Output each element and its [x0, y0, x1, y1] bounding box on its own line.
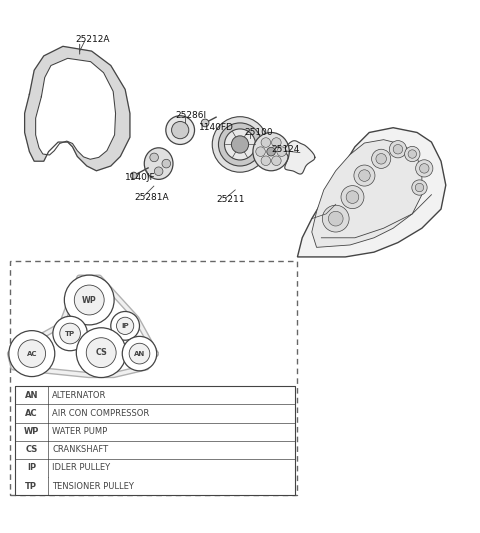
Circle shape [64, 275, 114, 325]
Circle shape [111, 311, 140, 340]
Circle shape [131, 172, 137, 179]
Text: AIR CON COMPRESSOR: AIR CON COMPRESSOR [52, 409, 150, 418]
Circle shape [166, 116, 194, 144]
Circle shape [201, 119, 209, 127]
Circle shape [415, 183, 424, 192]
Text: CRANKSHAFT: CRANKSHAFT [52, 445, 108, 454]
Circle shape [420, 164, 429, 173]
Text: WATER PUMP: WATER PUMP [52, 427, 108, 436]
Text: IDLER PULLEY: IDLER PULLEY [52, 464, 110, 472]
Text: 25281A: 25281A [135, 192, 169, 201]
Circle shape [122, 336, 157, 371]
Text: AN: AN [134, 351, 145, 357]
Circle shape [277, 147, 287, 156]
Ellipse shape [253, 133, 289, 171]
Text: ALTERNATOR: ALTERNATOR [52, 391, 107, 400]
Text: WP: WP [82, 295, 96, 304]
Circle shape [328, 211, 343, 226]
Circle shape [225, 129, 255, 160]
Text: TENSIONER PULLEY: TENSIONER PULLEY [52, 482, 134, 491]
Circle shape [261, 156, 271, 166]
Circle shape [53, 316, 87, 351]
Circle shape [323, 205, 349, 232]
Circle shape [60, 323, 81, 344]
Text: CS: CS [95, 348, 107, 357]
Circle shape [129, 343, 150, 364]
Circle shape [372, 149, 391, 168]
Circle shape [412, 180, 427, 195]
Circle shape [408, 150, 417, 158]
Circle shape [405, 147, 420, 161]
Text: 25124: 25124 [271, 145, 300, 154]
Polygon shape [24, 46, 130, 171]
Text: 25286I: 25286I [175, 111, 206, 120]
Circle shape [18, 340, 46, 367]
Circle shape [117, 317, 134, 335]
Text: IP: IP [121, 323, 129, 329]
Circle shape [272, 156, 281, 166]
Text: AC: AC [26, 351, 37, 357]
Circle shape [359, 170, 370, 181]
Text: 25212A: 25212A [75, 35, 109, 44]
Circle shape [74, 285, 104, 315]
Circle shape [416, 160, 433, 177]
Ellipse shape [144, 148, 173, 180]
Circle shape [162, 159, 170, 168]
Polygon shape [285, 141, 315, 174]
Circle shape [393, 144, 403, 154]
FancyBboxPatch shape [10, 261, 298, 495]
Circle shape [376, 154, 386, 164]
Text: CS: CS [25, 445, 37, 454]
Circle shape [272, 138, 281, 147]
Circle shape [218, 123, 262, 166]
Circle shape [261, 138, 271, 147]
Circle shape [86, 338, 116, 368]
Text: 25211: 25211 [216, 195, 245, 204]
Circle shape [155, 167, 163, 175]
Text: AN: AN [24, 391, 38, 400]
Polygon shape [312, 140, 422, 247]
Bar [15, 386, 295, 495]
Polygon shape [36, 58, 116, 159]
Circle shape [346, 191, 359, 204]
Text: AC: AC [25, 409, 37, 418]
Text: TP: TP [65, 330, 75, 336]
Text: IP: IP [27, 464, 36, 472]
Circle shape [256, 147, 265, 156]
Text: 1140FD: 1140FD [199, 123, 234, 132]
Circle shape [150, 153, 158, 161]
Circle shape [212, 117, 268, 172]
Text: TP: TP [25, 482, 37, 491]
Polygon shape [298, 128, 446, 257]
Circle shape [231, 136, 249, 153]
Circle shape [389, 141, 407, 158]
Circle shape [76, 328, 126, 377]
Text: 1140JF: 1140JF [125, 173, 156, 182]
Circle shape [171, 122, 189, 139]
Text: 25100: 25100 [245, 128, 274, 137]
Circle shape [267, 147, 276, 156]
Text: WP: WP [24, 427, 39, 436]
Circle shape [341, 185, 364, 208]
Circle shape [354, 165, 375, 186]
Circle shape [9, 330, 55, 377]
